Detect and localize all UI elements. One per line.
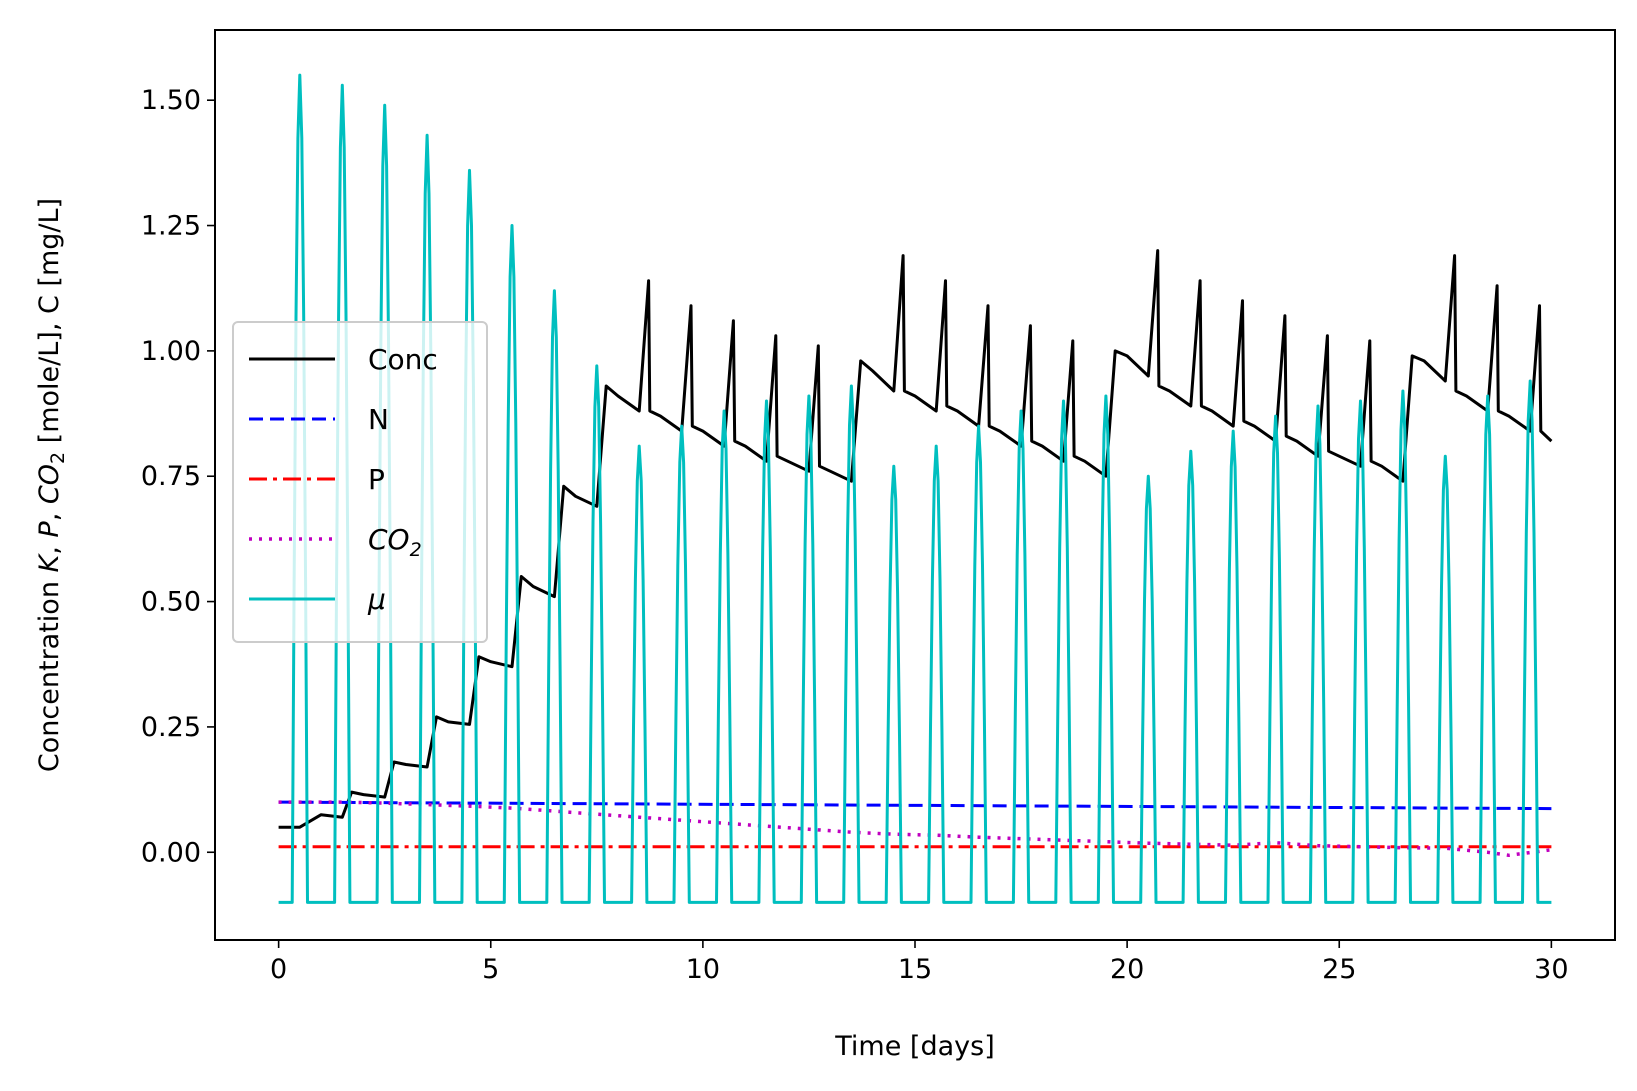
legend-label-mu: μ: [367, 583, 386, 616]
y-tick-label: 0.75: [141, 461, 201, 492]
x-tick-label: 10: [686, 954, 720, 985]
y-tick-label: 1.00: [141, 336, 201, 367]
y-tick-label: 1.50: [141, 85, 201, 116]
y-tick-label: 0.00: [141, 837, 201, 868]
x-tick-label: 30: [1534, 954, 1568, 985]
y-axis-label: Concentration K, P, CO2 [mole/L], C [mg/…: [34, 198, 69, 772]
series-line-mu: [278, 73, 1552, 904]
legend-label-p: P: [368, 463, 385, 496]
x-tick-label: 20: [1110, 954, 1144, 985]
x-tick-label: 25: [1322, 954, 1356, 985]
x-axis-label: Time [days]: [834, 1031, 994, 1062]
x-tick-label: 15: [898, 954, 932, 985]
y-tick-label: 1.25: [141, 211, 201, 242]
legend-label-conc: Conc: [368, 343, 438, 376]
legend: Conc NP CO2 μ: [232, 321, 488, 643]
legend-label-co2: CO2: [368, 523, 422, 561]
y-axis: 0.00 0.25 0.50 0.75 1.00 1.25 1.50: [141, 85, 215, 868]
legend-box: [232, 321, 488, 643]
series-layer: [278, 73, 1553, 904]
x-tick-label: 5: [482, 954, 499, 985]
legend-label-n: N: [368, 403, 389, 436]
x-axis: 0 5 10 15 20 25 30: [270, 940, 1569, 985]
x-tick-label: 0: [270, 954, 287, 985]
series-line-conc: [278, 249, 1553, 829]
y-tick-label: 0.25: [141, 712, 201, 743]
series-line-n: [278, 800, 1552, 811]
y-tick-label: 0.50: [141, 587, 201, 618]
